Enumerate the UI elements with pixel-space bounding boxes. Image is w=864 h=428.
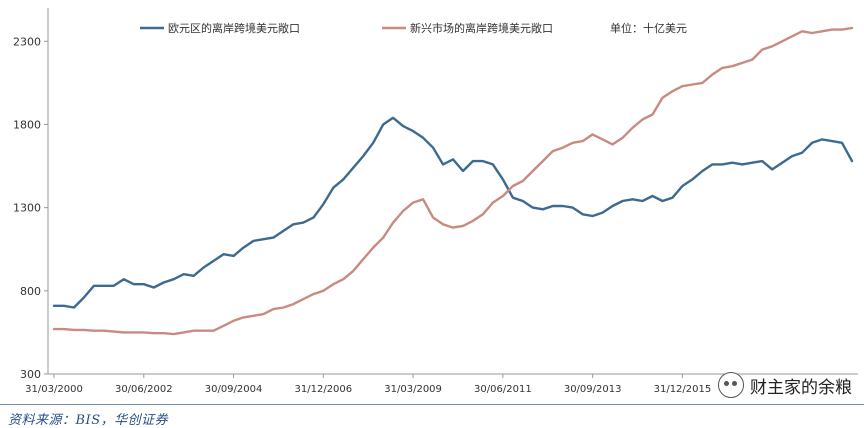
line-chart: 300 800 1300 1800 2300 31/03/2000 30/06/2002 30… (13, 8, 858, 395)
x-tick-label: 31/03/2000 (25, 384, 83, 395)
source-note: 资料来源：BIS，华创证券 (8, 413, 169, 428)
unit-note: 单位：十亿美元 (610, 21, 687, 35)
x-tick-label: 30/09/2013 (564, 384, 622, 395)
series-line-1 (52, 116, 854, 309)
y-tick-label: 2300 (13, 35, 41, 48)
watermark-text: 财主家的余粮 (750, 377, 852, 398)
source-footer: 资料来源：BIS，华创证券 (0, 404, 864, 428)
x-tick-label: 31/12/2006 (295, 384, 353, 395)
y-tick-label: 300 (20, 368, 41, 381)
x-tick-label: 31/12/2015 (654, 384, 712, 395)
watermark: 财主家的余粮 (718, 372, 852, 398)
series-line-2 (52, 26, 854, 336)
x-tick-label: 30/06/2011 (474, 384, 532, 395)
x-tick-label: 31/03/2009 (384, 384, 442, 395)
legend-label-1: 欧元区的离岸跨境美元敞口 (168, 21, 300, 35)
x-tick-label: 30/06/2002 (115, 384, 173, 395)
legend-label-2: 新兴市场的离岸跨境美元敞口 (410, 21, 553, 35)
y-tick-label: 1300 (13, 202, 41, 215)
y-tick-label: 800 (20, 285, 41, 298)
wechat-icon (718, 372, 744, 398)
y-tick-label: 1800 (13, 118, 41, 131)
chart: 300 800 1300 1800 2300 31/03/2000 30/06/2002 30… (13, 8, 858, 395)
x-tick-label: 30/09/2004 (205, 384, 263, 395)
